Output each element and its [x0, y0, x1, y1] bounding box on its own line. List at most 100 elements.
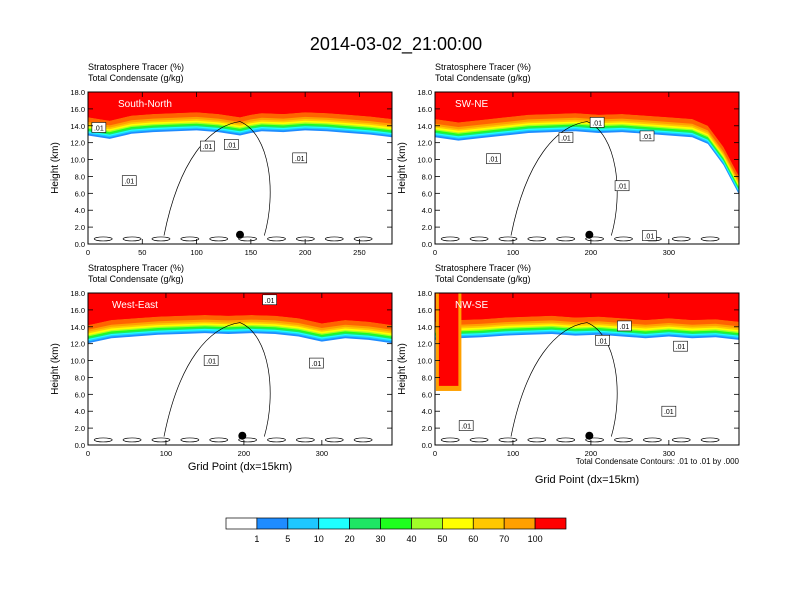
x-tick-label: 0 — [86, 449, 90, 458]
panels: Stratosphere Tracer (%)Total Condensate … — [50, 62, 740, 458]
panel-header-condensate: Total Condensate (g/kg) — [88, 274, 184, 284]
contour-label-box — [486, 153, 501, 165]
contour-blob — [469, 437, 489, 443]
contour-label-box — [203, 355, 219, 366]
contour-label-box — [589, 117, 605, 128]
tracer-field — [88, 293, 392, 344]
y-axis-label: Height (km) — [397, 343, 408, 395]
contour-label: .01 — [312, 361, 322, 368]
contour-label-box — [309, 357, 324, 369]
x-tick-label: 100 — [190, 248, 203, 257]
contour-label: .01 — [461, 424, 471, 431]
y-tick-label: 0.0 — [75, 240, 85, 249]
contour-label: .01 — [642, 134, 652, 141]
x-tick-label: 100 — [507, 248, 520, 257]
y-tick-label: 12.0 — [70, 340, 85, 349]
x-tick-label: 300 — [663, 449, 676, 458]
contour-blob — [469, 236, 489, 242]
contour-blob — [209, 437, 229, 443]
y-tick-label: 14.0 — [70, 122, 85, 131]
colorbar-label: 70 — [499, 534, 509, 544]
panel-header-condensate: Total Condensate (g/kg) — [435, 274, 531, 284]
y-tick-label: 8.0 — [75, 172, 85, 181]
y-tick-label: 8.0 — [422, 373, 432, 382]
y-tick-label: 2.0 — [75, 223, 85, 232]
contour-blob — [353, 437, 373, 443]
colorbar-box — [442, 517, 474, 530]
panel-1: Stratosphere Tracer (%)Total Condensate … — [50, 62, 393, 257]
tracer-field — [435, 92, 739, 195]
contour-label: .01 — [592, 120, 602, 127]
y-tick-label: 12.0 — [70, 139, 85, 148]
y-tick-label: 0.0 — [75, 441, 85, 450]
contour-label: .01 — [561, 136, 571, 143]
contour-blob — [93, 236, 113, 242]
panel-label: SW-NE — [455, 99, 488, 110]
contour-label-box — [617, 320, 632, 332]
contour-blob — [324, 236, 344, 242]
y-tick-label: 18.0 — [417, 88, 432, 97]
colorbar-box — [287, 517, 320, 530]
contour-blob — [122, 437, 142, 443]
x-tick-label: 200 — [299, 248, 312, 257]
x-tick-label: 0 — [433, 449, 437, 458]
panel-label: South-North — [118, 99, 172, 110]
contour-label: .01 — [617, 184, 627, 191]
contour-blob — [93, 437, 113, 443]
x-tick-label: 100 — [160, 449, 173, 458]
contour-line — [163, 322, 271, 437]
figure-title: 2014-03-02_21:00:00 — [310, 34, 482, 55]
y-tick-label: 16.0 — [70, 105, 85, 114]
contour-blob — [643, 437, 662, 443]
location-marker — [585, 431, 594, 440]
x-tick-label: 300 — [316, 449, 329, 458]
contour-blob — [498, 437, 518, 443]
x-tick-label: 0 — [86, 248, 90, 257]
colorbar: 1 5 10 20 30 40 50 60 70 100 — [225, 517, 567, 544]
tracer-field — [88, 92, 392, 139]
y-axis-label: Height (km) — [50, 343, 61, 395]
contour-blob — [180, 437, 200, 443]
contour-label: .01 — [295, 156, 305, 163]
colorbar-label: 50 — [437, 534, 447, 544]
x-tick-label: 200 — [585, 248, 598, 257]
panel-3: Stratosphere Tracer (%)Total Condensate … — [50, 263, 393, 458]
panel-header-condensate: Total Condensate (g/kg) — [435, 73, 531, 83]
contour-line — [510, 322, 618, 437]
colorbar-label: 20 — [345, 534, 355, 544]
colorbar-label: 1 — [254, 534, 259, 544]
y-tick-label: 10.0 — [417, 156, 432, 165]
colorbar-label: 40 — [406, 534, 416, 544]
contour-line — [510, 121, 618, 236]
colorbar-label: 10 — [314, 534, 324, 544]
panel-header-tracer: Stratosphere Tracer (%) — [435, 62, 531, 72]
location-marker — [585, 230, 594, 239]
y-tick-label: 2.0 — [422, 223, 432, 232]
y-tick-label: 4.0 — [75, 407, 85, 416]
y-tick-label: 2.0 — [422, 424, 432, 433]
condensate-contours — [93, 322, 373, 443]
y-tick-label: 8.0 — [422, 172, 432, 181]
colorbar-box — [318, 517, 350, 530]
contour-label-box — [200, 140, 215, 152]
plot-frame — [434, 292, 740, 446]
panel-2: Stratosphere Tracer (%)Total Condensate … — [397, 62, 740, 257]
contour-label-box — [595, 334, 610, 346]
x-tick-label: 300 — [663, 248, 676, 257]
contour-blob — [671, 437, 691, 443]
y-axis-label: Height (km) — [397, 142, 408, 194]
y-tick-label: 16.0 — [417, 105, 432, 114]
contour-blob — [700, 236, 720, 242]
contour-blob — [151, 236, 171, 242]
contour-label: .01 — [676, 344, 686, 351]
y-tick-label: 14.0 — [417, 122, 432, 131]
y-tick-label: 2.0 — [75, 424, 85, 433]
contour-label: .01 — [620, 324, 630, 331]
colorbar-box — [256, 517, 289, 530]
y-tick-label: 6.0 — [75, 390, 85, 399]
contour-label-box — [673, 340, 688, 352]
panel-label: West-East — [112, 300, 158, 311]
condensate-contours — [93, 121, 373, 242]
x-tick-label: 100 — [507, 449, 520, 458]
contour-label-box — [224, 139, 239, 150]
